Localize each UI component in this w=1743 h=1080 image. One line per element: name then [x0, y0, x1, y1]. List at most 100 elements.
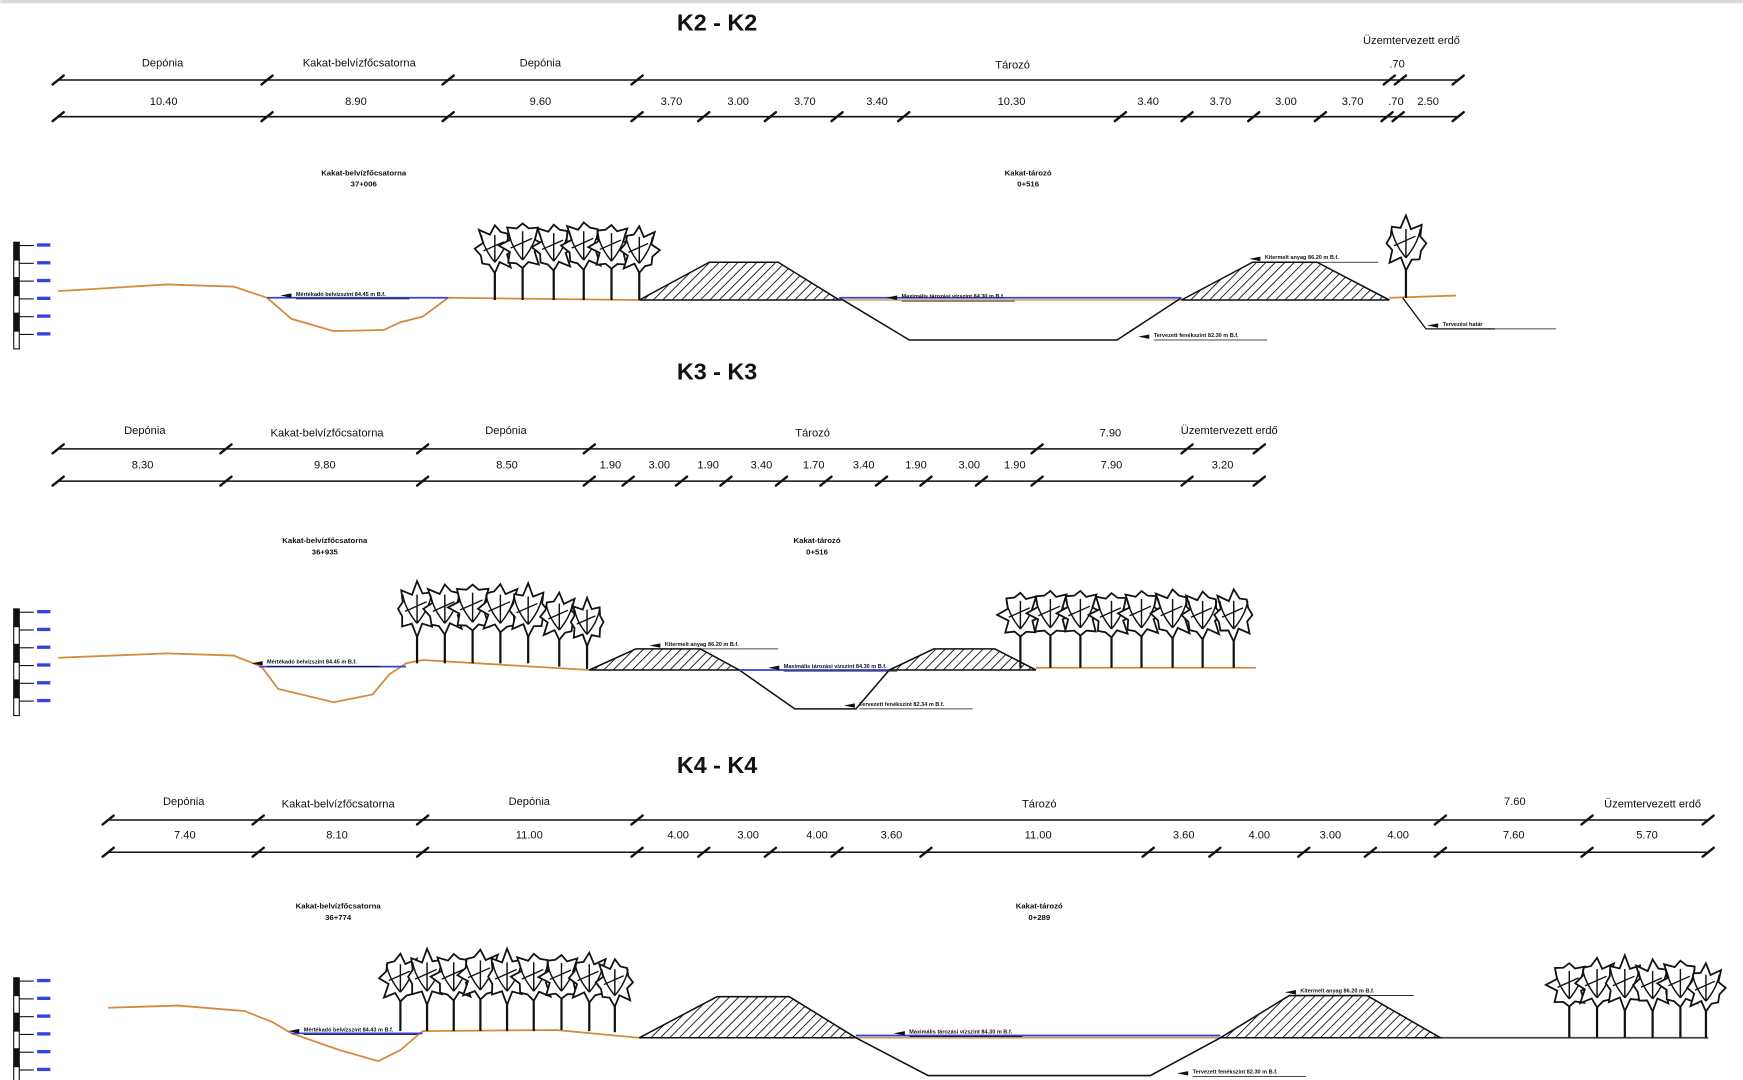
dimension-value: 1.90	[1004, 459, 1026, 471]
dimension-value: 7.90	[1101, 459, 1123, 471]
scale-segment	[14, 1049, 20, 1067]
annotation-name: Kakat-belvízfőcsatorna	[282, 536, 368, 545]
dimension-value: 1.90	[697, 459, 719, 471]
scale-label	[37, 1068, 50, 1071]
dimension-value: 3.70	[794, 96, 816, 108]
level-marker	[1285, 990, 1296, 994]
annotation-station: 0+516	[1017, 179, 1039, 188]
dimension-value: 7.40	[174, 829, 196, 841]
dimension-value: 3.00	[737, 829, 759, 841]
annotation-station: 36+774	[325, 913, 352, 922]
scale-label	[37, 699, 50, 702]
scale-segment	[14, 698, 20, 716]
annotation-name: Kakat-tározó	[1005, 168, 1052, 177]
zone-label: Depónia	[142, 57, 184, 69]
dimension-value: 11.00	[1025, 829, 1052, 841]
dimension-value: 8.90	[345, 96, 367, 108]
scale-segment	[14, 242, 20, 260]
level-marker	[649, 643, 660, 647]
dimension-value: 3.70	[1342, 96, 1364, 108]
dimension-value: 9.60	[530, 96, 552, 108]
level-label: Kitermelt anyag 86.20 m B.f.	[1265, 255, 1339, 261]
embankment	[889, 649, 1036, 670]
tree	[596, 959, 633, 1032]
scale-label	[37, 646, 50, 649]
level-marker	[1138, 334, 1149, 338]
scale-label	[37, 1050, 50, 1053]
dimension-value: 11.00	[516, 829, 543, 841]
embankment	[639, 997, 856, 1038]
scale-segment	[14, 260, 20, 278]
annotation-name: Kakat-belvízfőcsatorna	[321, 168, 407, 177]
tree	[571, 598, 604, 669]
dimension-value: 1.90	[905, 459, 927, 471]
level-label: Maximális tározási vízszint 84.30 m B.f.	[909, 1030, 1012, 1036]
zone-label: Üzemtervezett erdő	[1363, 35, 1460, 47]
annotation-name: Kakat-belvízfőcsatorna	[296, 902, 382, 911]
embankment	[1220, 996, 1440, 1038]
dimension-value: 10.40	[150, 96, 178, 108]
level-label: Maximális tározási vízszint 84.30 m B.f.	[902, 294, 1005, 300]
scale-label	[37, 243, 50, 246]
scale-segment	[14, 644, 20, 662]
section-title: K2 - K2	[677, 10, 757, 36]
dimension-value: 4.00	[1387, 829, 1409, 841]
tree	[1387, 215, 1427, 297]
annotation-station: 36+935	[312, 547, 339, 556]
zone-label: Üzemtervezett erdő	[1604, 798, 1701, 810]
scale-label	[37, 610, 50, 613]
top-border	[0, 0, 1742, 3]
level-label: Mértékadó belvízszint 84.45 m B.f.	[296, 292, 386, 298]
zone-label: Kakat-belvízfőcsatorna	[271, 427, 385, 439]
scale-label	[37, 979, 50, 982]
dimension-value: 10.30	[998, 96, 1026, 108]
dimension-value: 8.50	[496, 459, 518, 471]
scale-segment	[14, 680, 20, 698]
page: {"sections": [ {"title": "K2 - K2", "top…	[0, 0, 1743, 1080]
tree	[620, 226, 660, 300]
dimension-value: 1.90	[600, 459, 622, 471]
level-label: Mértékadó belvízszint 84.43 m B.f.	[304, 1027, 394, 1033]
level-marker	[844, 703, 855, 707]
embankment	[1182, 262, 1390, 300]
dimension-value: 3.40	[751, 459, 773, 471]
scale-segment	[14, 296, 20, 314]
scale-label	[37, 332, 50, 335]
level-label: Mértékadó belvízszint 84.45 m B.f.	[267, 660, 357, 666]
scale-label	[37, 1032, 50, 1035]
zone-label: Tározó	[795, 427, 830, 439]
terrain-line	[1389, 296, 1456, 298]
scale-label	[37, 663, 50, 666]
level-label: Maximális tározási vízszint 84.30 m B.f.	[784, 664, 887, 670]
cross-section-drawing: K2 - K2 Depónia Kakat-belvízfőcsatorna Depó…	[0, 0, 1743, 1080]
scale-segment	[14, 978, 20, 996]
excavation-line	[856, 1038, 1220, 1076]
dimension-value: 3.00	[1320, 829, 1342, 841]
annotation-station: 0+516	[806, 547, 828, 556]
dimension-value: 7.60	[1503, 829, 1525, 841]
dimension-value: 3.70	[661, 96, 683, 108]
level-marker	[1427, 323, 1438, 327]
scale-segment	[14, 609, 20, 627]
level-label: Tervezett fenékszint 82.30 m B.f.	[1193, 1070, 1278, 1076]
scale-label	[37, 314, 50, 317]
tree	[1687, 963, 1726, 1038]
dimension-value: 1.70	[803, 459, 825, 471]
scale-segment	[14, 1067, 20, 1080]
annotation-station: 37+006	[351, 179, 378, 188]
zone-label: Tározó	[1022, 798, 1057, 810]
excavation-line	[839, 298, 1181, 340]
dimension-value: 9.80	[314, 459, 336, 471]
zone-label: Üzemtervezett erdő	[1181, 425, 1278, 437]
level-marker	[1249, 257, 1260, 261]
zone-label: .70	[1389, 58, 1404, 70]
dimension-value: 2.50	[1417, 96, 1439, 108]
annotation-station: 0+289	[1028, 913, 1050, 922]
zone-label: Depónia	[124, 425, 166, 437]
tree	[509, 583, 547, 663]
tree	[1214, 589, 1252, 667]
scale-label	[37, 997, 50, 1000]
dimension-value: 3.60	[881, 829, 903, 841]
annotation-name: Kakat-tározó	[1016, 902, 1063, 911]
scale-segment	[14, 662, 20, 680]
